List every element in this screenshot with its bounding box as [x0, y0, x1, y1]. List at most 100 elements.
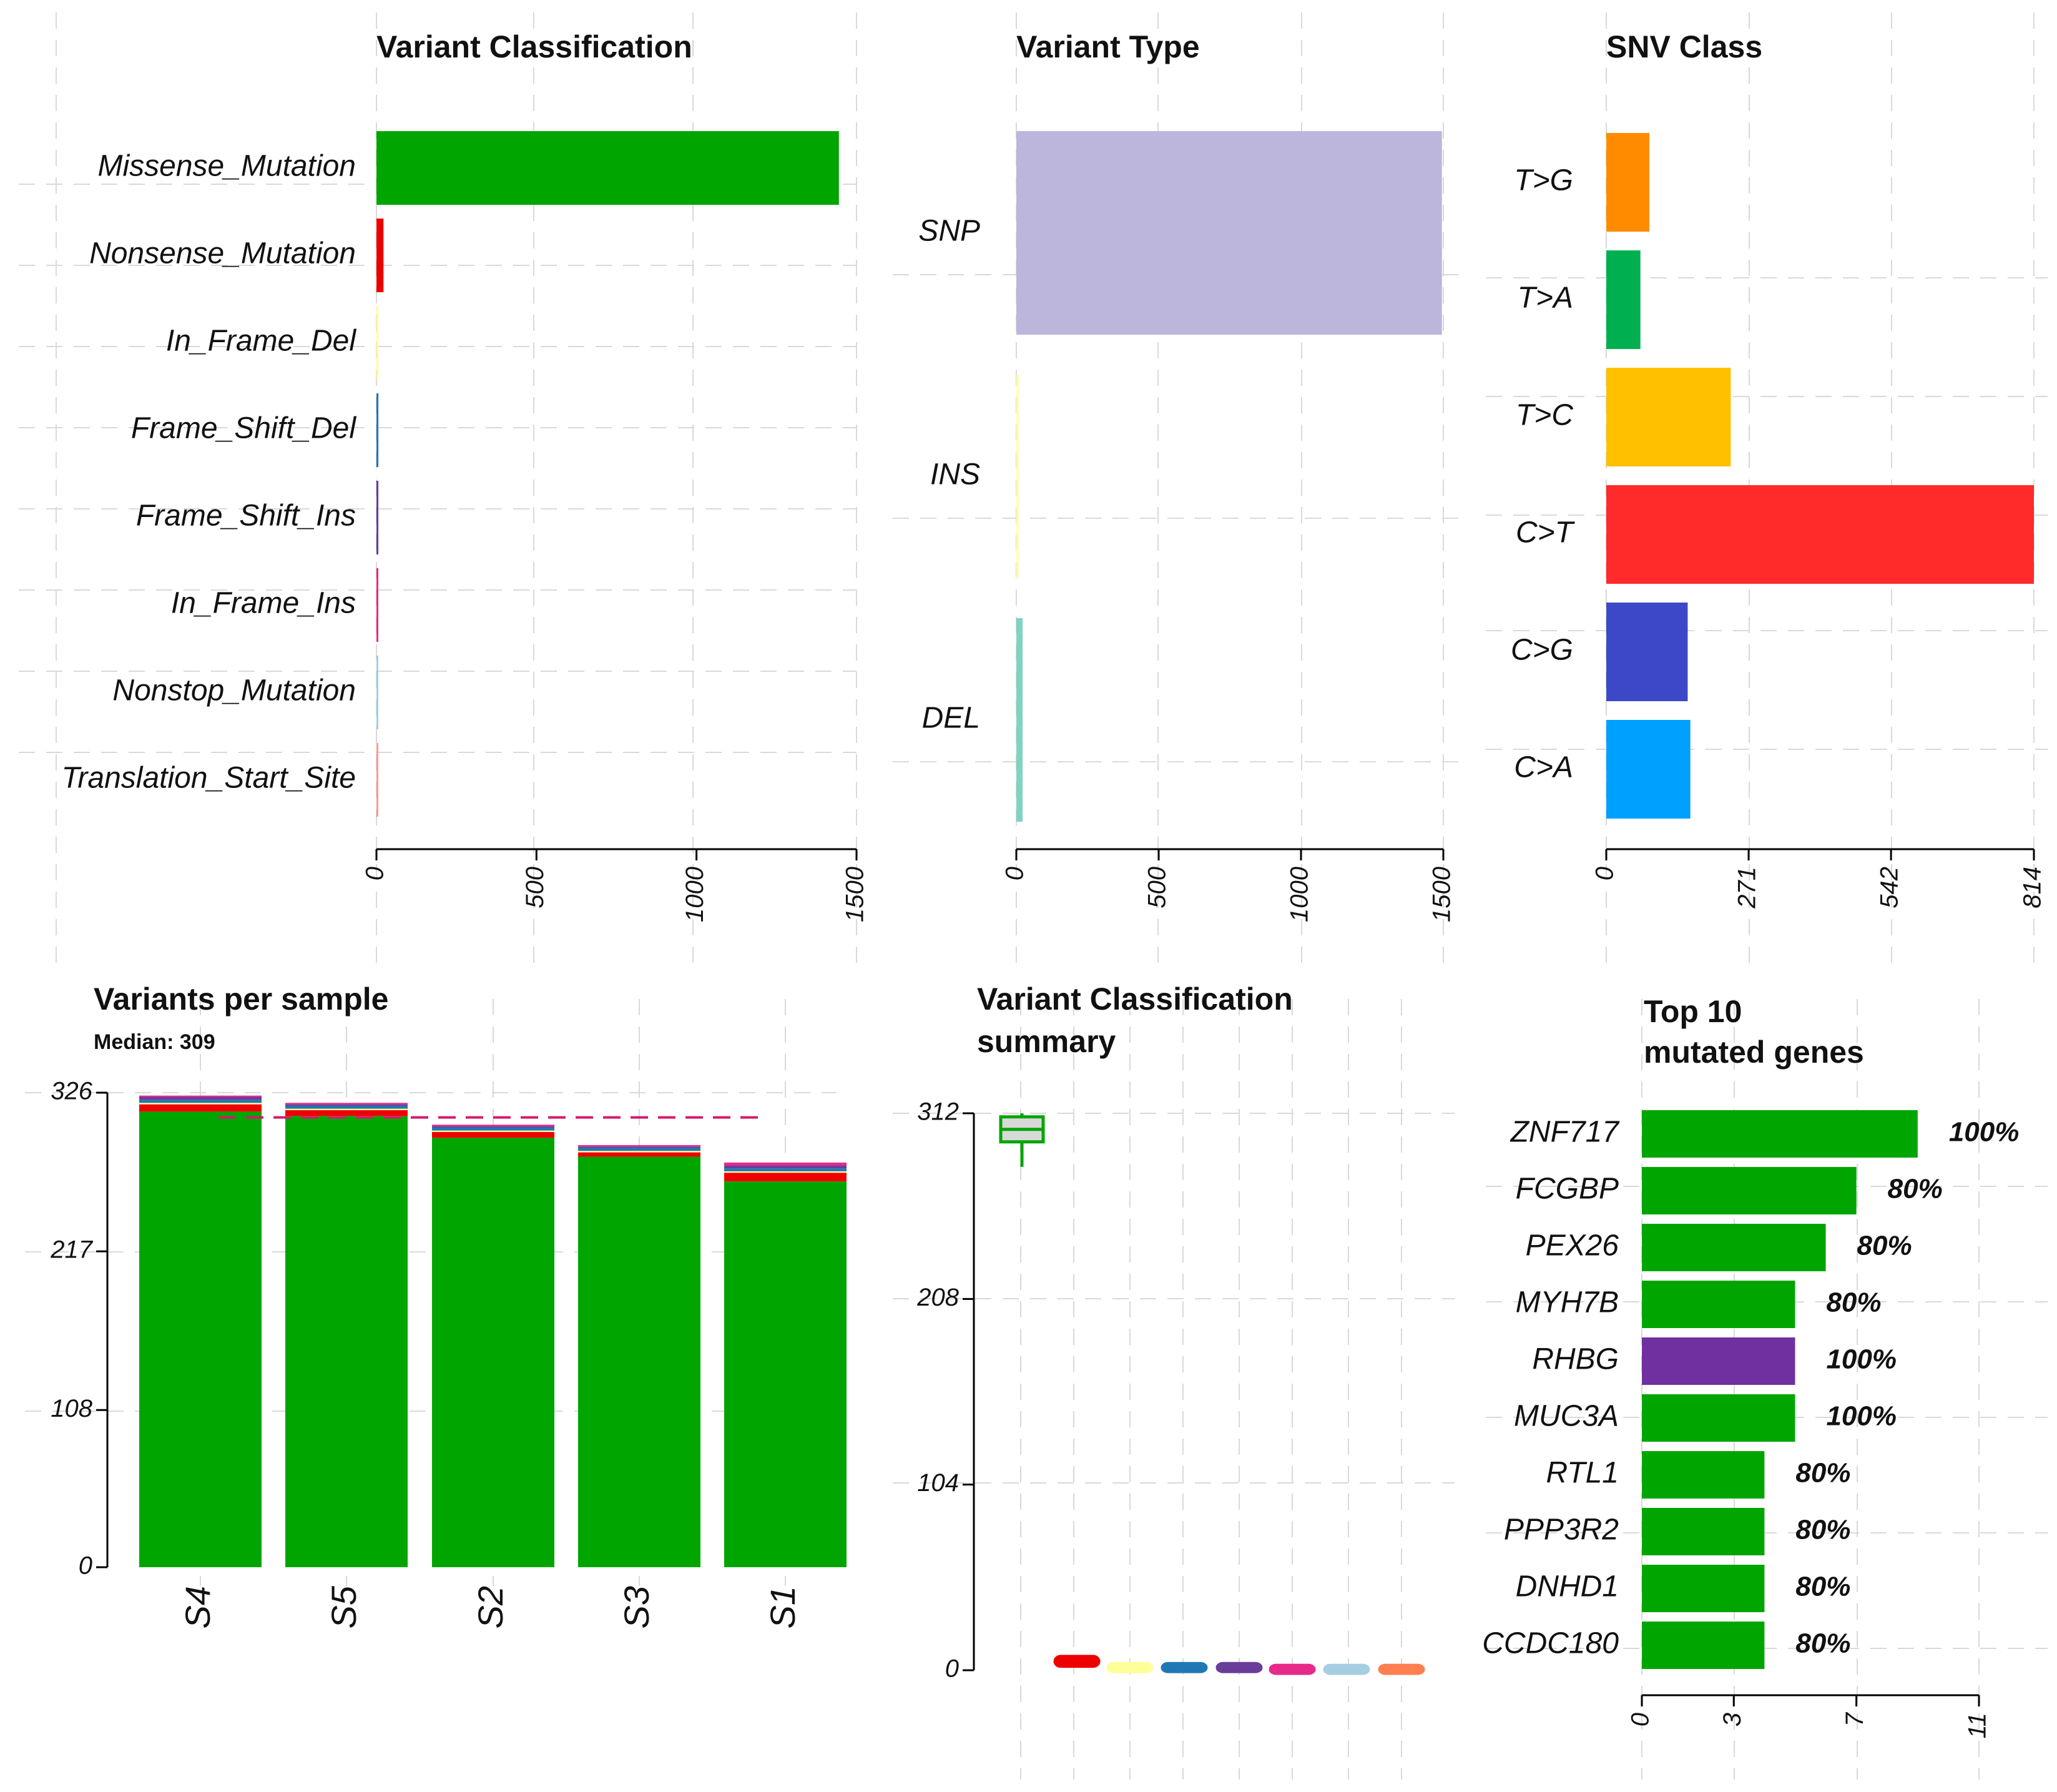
- sample-label: S4: [178, 1586, 217, 1629]
- chart-title: Variant Classification: [977, 982, 1293, 1017]
- chart-title: SNV Class: [1606, 29, 1762, 64]
- category-label: INS: [930, 458, 980, 491]
- bar-frame-shift-ins: [376, 481, 379, 554]
- gene-label: MYH7B: [1516, 1286, 1619, 1319]
- top-10-mutated-genes-panel: Top 10 mutated genes ZNF717 100% FCGBP 80% PEX…: [1482, 994, 2048, 1780]
- percent-label: 80%: [1888, 1174, 1943, 1204]
- sample-label: S5: [324, 1585, 363, 1628]
- percent-label: 80%: [1795, 1628, 1850, 1659]
- bar-frame-shift-del: [376, 393, 379, 467]
- stack-segment-s3: [578, 1145, 700, 1147]
- stack-segment-s2: [432, 1125, 554, 1126]
- chart-title: Variant Classification: [376, 29, 692, 64]
- category-label: C>A: [1514, 751, 1573, 784]
- snv-class-panel: SNV Class T>G T>A T>C C>T C>G C>A 0 271 542 814: [1486, 12, 2048, 968]
- chart-title: Variant Type: [1016, 29, 1200, 64]
- bar-snv-4: [1606, 603, 1688, 701]
- y-tick-label: 108: [51, 1395, 92, 1422]
- stack-segment-s5: [285, 1104, 408, 1106]
- category-label: Missense_Mutation: [97, 150, 356, 183]
- y-tick-label: 0: [79, 1552, 92, 1580]
- bar-gene-dnhd1: [1642, 1565, 1765, 1612]
- bar-del: [1016, 618, 1023, 822]
- stack-segment-s5: [285, 1105, 408, 1109]
- x-tick-label: 1500: [842, 867, 869, 922]
- gene-label: PPP3R2: [1504, 1514, 1619, 1547]
- bar-ins: [1016, 375, 1019, 578]
- percent-label: 80%: [1795, 1515, 1850, 1545]
- stack-segment-s1: [724, 1181, 847, 1567]
- stack-segment-s5: [285, 1103, 408, 1105]
- gene-label: DNHD1: [1516, 1570, 1619, 1603]
- sample-label: S3: [617, 1586, 656, 1629]
- x-tick-label: 0: [361, 867, 389, 880]
- stack-segment-s3: [578, 1146, 700, 1148]
- stack-segment-s1: [724, 1162, 847, 1166]
- category-label: DEL: [922, 702, 980, 735]
- x-tick-label: 1000: [1286, 867, 1313, 922]
- x-tick-label: 1000: [681, 867, 709, 922]
- percent-label: 80%: [1826, 1287, 1881, 1318]
- variant-classification-panel: Variant Classification Missense_Mutation N…: [19, 12, 869, 968]
- bar-gene-znf717: [1642, 1110, 1918, 1158]
- bar-in-frame-ins: [376, 568, 378, 642]
- bar-missense-mutation: [376, 131, 839, 205]
- stack-segment-s5: [285, 1110, 408, 1116]
- bar-nonsense-mutation: [376, 219, 384, 292]
- category-label: C>G: [1511, 634, 1573, 667]
- bar-translation-start-site: [376, 743, 378, 817]
- category-label: In_Frame_Ins: [171, 587, 356, 620]
- category-label: Frame_Shift_Ins: [136, 500, 356, 533]
- category-label: Translation_Start_Site: [62, 762, 356, 795]
- category-label: SNP: [918, 215, 980, 248]
- category-label: Nonstop_Mutation: [112, 674, 356, 707]
- box-in-frame-del: [1106, 1662, 1154, 1673]
- stack-segment-s3: [578, 1156, 700, 1567]
- x-tick-label: 0: [1591, 867, 1619, 880]
- category-label: Nonsense_Mutation: [89, 237, 356, 270]
- category-label: C>T: [1516, 516, 1576, 549]
- bar-nonstop-mutation: [376, 656, 378, 729]
- stack-segment-s1: [724, 1165, 847, 1169]
- bar-in-frame-del: [376, 306, 379, 380]
- box-translation-start-site: [1378, 1663, 1425, 1675]
- y-tick-label: 208: [916, 1284, 959, 1311]
- variants-per-sample-panel: Variants per sample Median: 309 S4 S5 S2 S3 S1…: [25, 982, 847, 1629]
- stack-segment-s4: [139, 1095, 262, 1097]
- bar-gene-rhbg: [1642, 1337, 1795, 1385]
- category-label: T>A: [1518, 282, 1573, 315]
- x-tick-label: 271: [1734, 867, 1761, 909]
- category-label: T>G: [1514, 164, 1573, 197]
- percent-label: 80%: [1795, 1458, 1850, 1489]
- bar-snv-0: [1606, 133, 1650, 232]
- x-tick-label: 500: [1144, 867, 1171, 908]
- box-nonsense-mutation: [1053, 1655, 1101, 1668]
- chart-title-line2: mutated genes: [1644, 1035, 1864, 1070]
- x-tick-label: 1500: [1428, 867, 1456, 922]
- gene-label: RHBG: [1532, 1343, 1619, 1376]
- bar-snv-2: [1606, 368, 1731, 466]
- variant-classification-summary-panel: Variant Classification summary 0 104 208 312: [893, 982, 1455, 1780]
- x-tick-label: 814: [2019, 867, 2046, 908]
- stack-segment-s4: [139, 1111, 262, 1567]
- stack-segment-s1: [724, 1171, 847, 1173]
- stack-segment-s3: [578, 1152, 700, 1157]
- stack-segment-s3: [578, 1148, 700, 1151]
- stack-segment-s2: [432, 1138, 554, 1567]
- x-tick-label: 7: [1841, 1711, 1868, 1726]
- bar-snv-5: [1606, 720, 1691, 819]
- bar-gene-muc3a: [1642, 1394, 1795, 1442]
- gene-label: RTL1: [1546, 1457, 1619, 1490]
- stack-segment-s5: [285, 1108, 408, 1110]
- chart-subtitle: Median: 309: [94, 1030, 215, 1054]
- chart-title: Variants per sample: [94, 982, 388, 1017]
- bar-snv-1: [1606, 250, 1641, 349]
- stack-segment-s5: [285, 1116, 408, 1567]
- x-tick-label: 542: [1876, 867, 1903, 908]
- x-tick-label: 0: [1627, 1713, 1654, 1726]
- bar-gene-rtl1: [1642, 1451, 1765, 1499]
- gene-label: FCGBP: [1516, 1173, 1619, 1206]
- sample-label: S2: [471, 1586, 510, 1629]
- y-tick-label: 326: [51, 1078, 92, 1105]
